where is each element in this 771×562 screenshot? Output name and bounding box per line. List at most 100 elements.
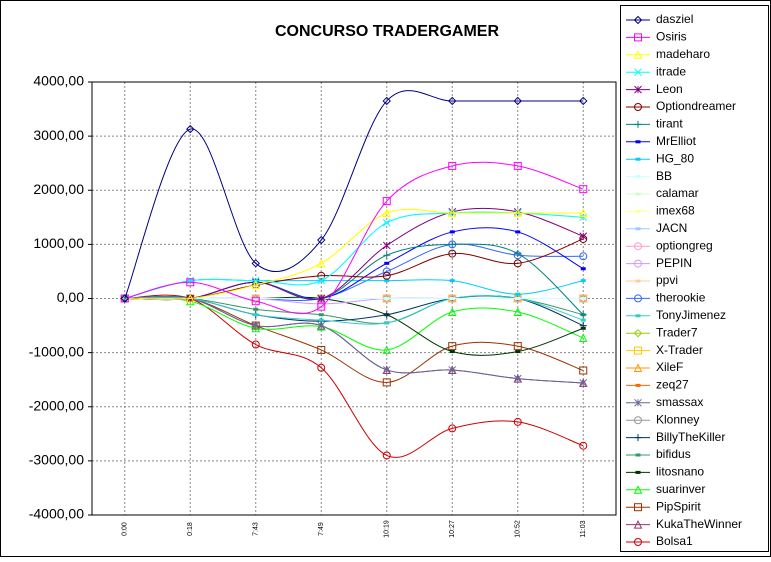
marker <box>634 120 642 128</box>
chart-title: CONCURSO TRADERGAMER <box>275 23 499 40</box>
series-line <box>124 295 584 325</box>
legend-label: ppvi <box>656 273 678 287</box>
marker <box>633 363 643 372</box>
marker <box>580 267 586 271</box>
y-tick-label: -2000,00 <box>29 397 84 413</box>
x-tick-label: 11:03 <box>580 520 587 537</box>
legend-label: Osiris <box>656 30 687 44</box>
marker <box>316 258 326 268</box>
x-tick-label: 10:52 <box>515 520 522 538</box>
marker <box>579 322 587 330</box>
marker <box>384 261 390 265</box>
legend-label: Leon <box>656 82 683 96</box>
marker <box>634 33 642 42</box>
legend-label: suarinver <box>656 482 705 496</box>
marker <box>382 208 392 217</box>
marker <box>448 240 456 248</box>
marker <box>579 96 588 106</box>
marker <box>513 208 523 217</box>
marker <box>634 503 642 512</box>
marker <box>633 328 643 338</box>
legend-label: XileF <box>656 360 683 374</box>
marker <box>382 378 391 387</box>
marker <box>382 197 391 206</box>
x-tick-label: 10:19 <box>384 520 391 538</box>
marker <box>635 470 641 474</box>
marker <box>515 292 521 296</box>
series-line <box>124 208 584 301</box>
legend: dasziel Osiris madeharo itrade Leon Optiondre… <box>626 12 742 548</box>
marker <box>634 85 642 94</box>
marker <box>448 366 457 374</box>
marker <box>515 297 521 300</box>
marker <box>384 321 390 325</box>
marker <box>635 192 641 196</box>
marker <box>634 68 642 77</box>
marker <box>634 259 642 268</box>
marker <box>382 267 391 276</box>
marker <box>513 417 522 426</box>
y-tick-label: -3000,00 <box>29 452 84 468</box>
marker <box>635 453 641 457</box>
marker <box>634 346 642 355</box>
marker <box>580 279 586 283</box>
marker <box>634 398 642 407</box>
x-tick-label: 10:27 <box>449 520 456 538</box>
y-tick-label: 1000,00 <box>33 235 84 251</box>
legend-label: optiongreg <box>656 238 713 252</box>
x-tick-label: 0:18 <box>187 522 194 536</box>
marker <box>448 161 457 170</box>
marker <box>579 441 588 450</box>
marker <box>579 185 588 194</box>
marker <box>448 96 457 106</box>
marker <box>514 250 522 258</box>
marker <box>384 297 390 300</box>
legend-label: HG_80 <box>656 151 694 165</box>
legend-label: zeq27 <box>656 378 689 392</box>
marker <box>634 538 642 546</box>
legend-label: dasziel <box>656 12 693 26</box>
x-tick-label: 7:49 <box>318 522 325 536</box>
marker <box>513 259 522 268</box>
marker <box>317 321 326 330</box>
marker <box>635 314 641 318</box>
x-tick-label: 0:00 <box>122 522 129 536</box>
marker <box>186 124 195 134</box>
legend-label: MrElliot <box>656 134 697 148</box>
marker <box>635 175 641 179</box>
marker <box>318 318 324 322</box>
marker <box>317 345 326 354</box>
legend-box <box>620 5 769 552</box>
marker <box>449 279 455 283</box>
legend-label: Optiondreamer <box>656 99 736 113</box>
marker <box>579 379 588 387</box>
marker <box>515 230 521 234</box>
legend-label: PipSpirit <box>656 499 701 513</box>
marker <box>513 96 522 106</box>
legend-label: TonyJimenez <box>656 308 726 322</box>
marker <box>447 307 457 317</box>
marker <box>382 366 391 374</box>
marker <box>251 259 260 268</box>
legend-label: smassax <box>656 395 703 409</box>
legend-label: calamar <box>656 186 699 200</box>
marker <box>382 451 391 460</box>
marker <box>634 294 642 303</box>
legend-label: Klonney <box>656 412 699 426</box>
marker <box>579 232 588 241</box>
marker <box>635 140 641 144</box>
y-tick-label: 0,00 <box>57 289 84 305</box>
legend-label: imex68 <box>656 204 695 218</box>
marker <box>251 297 260 306</box>
marker <box>253 313 259 317</box>
marker <box>251 323 261 333</box>
marker <box>579 366 588 375</box>
marker <box>382 241 391 250</box>
legend-label: Bolsa1 <box>656 534 693 548</box>
marker <box>449 350 455 354</box>
marker <box>317 235 326 245</box>
series-line <box>124 297 584 351</box>
marker <box>635 209 641 213</box>
marker <box>448 342 457 351</box>
